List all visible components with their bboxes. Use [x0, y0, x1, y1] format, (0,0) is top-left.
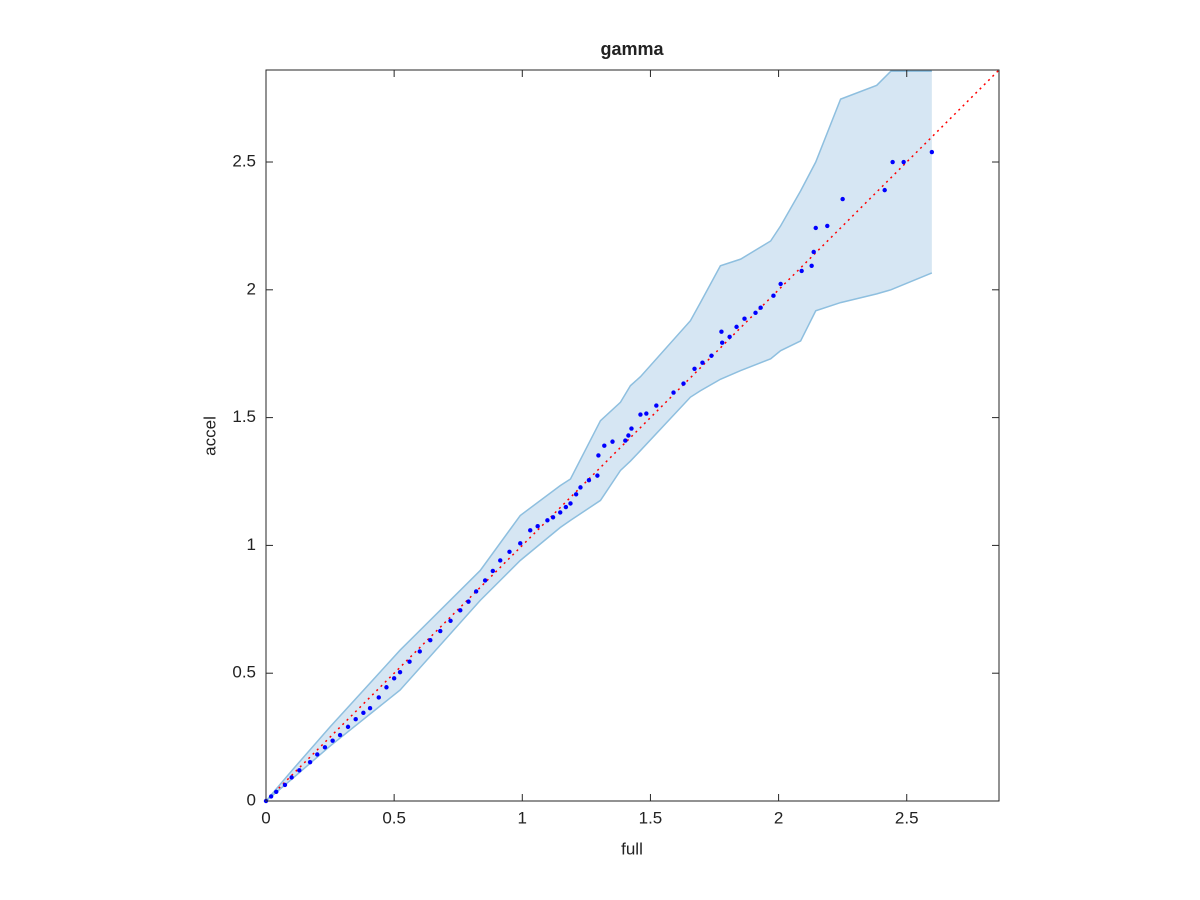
y-tick-label: 1.5 — [232, 407, 256, 426]
data-point — [719, 329, 724, 334]
data-point — [558, 510, 563, 515]
data-point — [629, 426, 634, 431]
data-point — [550, 515, 556, 520]
data-point — [448, 618, 453, 624]
data-point — [397, 669, 403, 675]
x-tick-label: 2 — [774, 808, 783, 827]
data-point — [626, 433, 631, 438]
y-tick-label: 0.5 — [232, 663, 256, 682]
data-point — [825, 223, 830, 229]
data-point — [466, 599, 471, 604]
data-point — [458, 608, 463, 613]
data-point — [330, 738, 335, 743]
data-point — [297, 768, 302, 773]
x-axis-label: full — [621, 839, 643, 858]
data-point — [753, 310, 758, 316]
data-point — [563, 504, 569, 510]
data-point — [473, 589, 479, 594]
data-point — [813, 225, 818, 231]
data-point — [720, 340, 725, 345]
data-point — [654, 403, 659, 408]
data-point — [282, 782, 288, 788]
data-point — [417, 649, 422, 654]
reference-line — [265, 69, 1000, 802]
data-point — [586, 478, 592, 483]
data-point — [700, 360, 705, 365]
data-point — [573, 492, 579, 497]
data-point — [545, 518, 550, 523]
band-lower-edge — [265, 272, 933, 802]
data-point — [602, 443, 607, 448]
data-point — [734, 324, 739, 330]
data-point — [376, 695, 381, 700]
data-point — [809, 263, 814, 268]
y-tick-label: 1 — [247, 535, 256, 554]
data-point — [890, 159, 895, 165]
data-point — [596, 453, 601, 458]
x-tick-label: 1.5 — [639, 808, 663, 827]
data-point — [407, 659, 412, 664]
data-point — [428, 638, 433, 643]
data-point — [758, 305, 763, 310]
confidence-band — [266, 71, 932, 802]
data-point — [391, 676, 397, 681]
x-tick-label: 0.5 — [382, 808, 406, 827]
data-point — [882, 187, 887, 193]
data-point — [671, 390, 676, 395]
data-point — [315, 752, 320, 757]
y-tick-label: 2 — [247, 279, 256, 298]
data-point — [535, 524, 540, 529]
data-point — [929, 149, 935, 155]
data-point — [518, 541, 523, 546]
data-point — [638, 412, 643, 417]
data-point — [482, 578, 488, 583]
band-upper-edge — [265, 70, 932, 802]
data-point — [681, 381, 686, 386]
data-point — [367, 706, 373, 711]
data-point — [384, 685, 389, 690]
data-point — [727, 334, 732, 340]
x-tick-label: 0 — [261, 808, 270, 827]
data-point — [799, 268, 804, 274]
plot-frame — [265, 69, 1000, 802]
data-point — [438, 628, 443, 634]
data-point — [623, 438, 628, 443]
data-point — [742, 316, 747, 321]
data-point — [337, 732, 343, 738]
x-tick-label: 1 — [518, 808, 527, 827]
data-point — [289, 775, 294, 780]
data-point — [771, 293, 776, 298]
data-point — [778, 281, 783, 287]
data-point — [840, 196, 845, 202]
chart-title: gamma — [600, 39, 664, 59]
x-tick-label: 2.5 — [895, 808, 919, 827]
data-point — [578, 485, 583, 490]
data-point — [274, 789, 279, 794]
data-point — [595, 473, 600, 478]
data-point — [709, 353, 714, 358]
data-point — [322, 745, 328, 750]
data-point — [610, 439, 615, 444]
data-point — [692, 366, 697, 371]
data-point — [644, 411, 649, 416]
data-point — [345, 724, 351, 730]
data-point — [811, 249, 816, 255]
data-point — [507, 549, 512, 554]
data-point — [307, 759, 313, 765]
data-point — [353, 717, 358, 722]
data-point — [490, 568, 496, 574]
data-point — [498, 558, 503, 563]
data-point — [901, 159, 906, 165]
data-point — [528, 528, 533, 533]
y-tick-label: 2.5 — [232, 151, 256, 170]
data-point — [568, 501, 573, 506]
data-point — [361, 710, 366, 716]
y-tick-label: 0 — [247, 790, 256, 809]
y-axis-label: accel — [200, 416, 219, 456]
data-point — [268, 794, 274, 799]
